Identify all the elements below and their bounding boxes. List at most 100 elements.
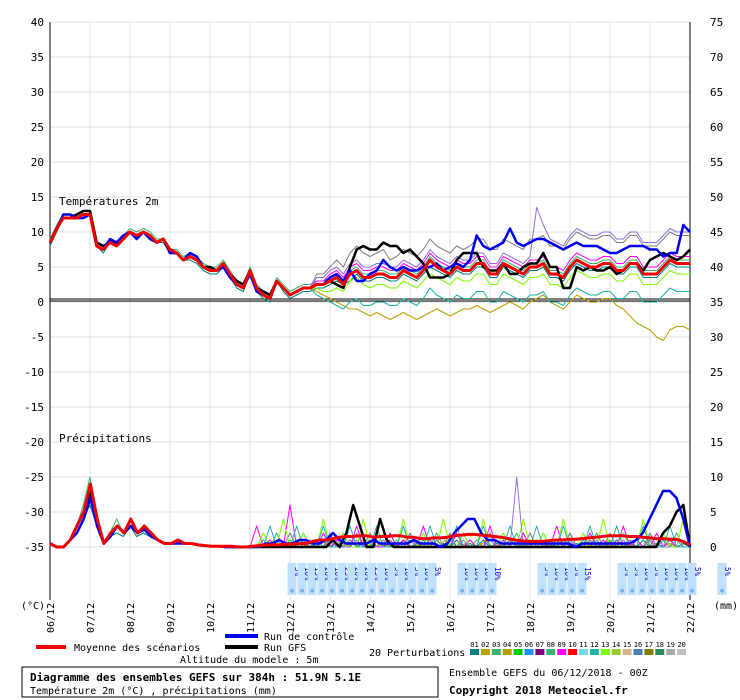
x-tick-label: 16/12 <box>446 603 457 633</box>
run-info: Ensemble GEFS du 06/12/2018 - 00Z <box>449 668 648 679</box>
pert-number: 19 <box>666 641 674 649</box>
right-tick-label: 65 <box>710 86 723 99</box>
pert-number: 14 <box>612 641 620 649</box>
title-box <box>21 666 439 698</box>
right-unit-label: (mm) <box>714 601 738 612</box>
mean-precipitation-line <box>49 482 691 549</box>
x-tick-label: 08/12 <box>126 603 137 633</box>
snow-marker <box>467 563 477 595</box>
snowflake-icon: ❄ <box>410 587 414 595</box>
pert-swatch <box>491 649 501 655</box>
grid-lines <box>49 21 691 600</box>
pert-number: 10 <box>568 641 576 649</box>
temp-section-label: Températures 2m <box>59 195 159 208</box>
x-tick-label: 14/12 <box>366 603 377 633</box>
pert-number: 08 <box>547 641 555 649</box>
x-tick-label: 09/12 <box>166 603 177 633</box>
left-tick-label: 0 <box>37 296 44 309</box>
snowflake-icon: ❄ <box>390 587 394 595</box>
snow-marker <box>317 563 327 595</box>
pert-swatch <box>568 649 578 655</box>
left-tick-label: -25 <box>24 471 44 484</box>
snowflake-icon: ❄ <box>310 587 314 595</box>
snow-marker <box>307 563 317 595</box>
right-tick-label: 40 <box>710 261 723 274</box>
snow-value: 10% <box>493 567 502 581</box>
pert-number: 20 <box>677 641 685 649</box>
snow-marker <box>397 563 407 595</box>
left-tick-label: 15 <box>31 191 44 204</box>
left-unit-label: (°C) <box>21 601 45 612</box>
snow-marker <box>687 563 697 595</box>
copyright: Copyright 2018 Meteociel.fr <box>449 684 628 697</box>
snow-marker <box>567 563 577 595</box>
left-tick-label: -35 <box>24 541 44 554</box>
pert-number: 16 <box>634 641 642 649</box>
snow-marker <box>297 563 307 595</box>
snow-marker <box>357 563 367 595</box>
pert-swatch <box>502 649 512 655</box>
x-tick-label: 17/12 <box>486 603 497 633</box>
snowflake-icon: ❄ <box>340 587 344 595</box>
snowflake-icon: ❄ <box>460 587 464 595</box>
chart-subtitle: Température 2m (°C) , précipitations (mm… <box>30 685 277 697</box>
left-tick-label: -10 <box>24 366 44 379</box>
x-tick-label: 12/12 <box>286 603 297 633</box>
snow-marker <box>407 563 417 595</box>
x-tick-label: 07/12 <box>86 603 97 633</box>
snowflake-icon: ❄ <box>300 587 304 595</box>
pert-swatch <box>644 649 654 655</box>
snowflake-icon: ❄ <box>320 587 324 595</box>
chart-title: Diagramme des ensembles GEFS sur 384h : … <box>30 671 361 684</box>
snowflake-icon: ❄ <box>370 587 374 595</box>
snow-value: 5% <box>433 567 442 577</box>
right-tick-label: 25 <box>710 366 723 379</box>
pert-number: 11 <box>579 641 587 649</box>
legend-perturbations-label: 20 Perturbations <box>369 648 465 659</box>
pert-number: 06 <box>525 641 533 649</box>
snow-marker <box>637 563 647 595</box>
right-tick-label: 70 <box>710 51 723 64</box>
x-axis-ticks: 06/12 07/12 08/12 09/12 10/12 11/12 12/12 13/12… <box>46 603 697 633</box>
x-tick-label: 10/12 <box>206 603 217 633</box>
snowflake-icon: ❄ <box>660 587 664 595</box>
snow-marker <box>417 563 427 595</box>
pert-swatch <box>513 649 523 655</box>
snowflake-icon: ❄ <box>560 587 564 595</box>
pert-number: 03 <box>492 641 500 649</box>
temperature-series <box>48 207 691 341</box>
left-tick-label: -5 <box>31 331 44 344</box>
snow-marker <box>677 563 687 595</box>
pert-number: 18 <box>656 641 664 649</box>
x-tick-label: 19/12 <box>566 603 577 633</box>
pert-number: 02 <box>481 641 489 649</box>
pert-number: 13 <box>601 641 609 649</box>
snow-marker <box>477 563 487 595</box>
x-tick-label: 06/12 <box>46 603 57 633</box>
right-tick-label: 10 <box>710 471 723 484</box>
right-tick-label: 45 <box>710 226 723 239</box>
altitude-label: Altitude du modele : 5m <box>180 655 318 666</box>
left-tick-label: 40 <box>31 16 44 29</box>
right-tick-label: 35 <box>710 296 723 309</box>
snowflake-icon: ❄ <box>470 587 474 595</box>
legend-control-label: Run de contrôle <box>264 631 354 643</box>
snow-marker <box>627 563 637 595</box>
snow-marker <box>287 563 297 595</box>
left-tick-label: 35 <box>31 51 44 64</box>
left-tick-label: -20 <box>24 436 44 449</box>
perturbation-swatches: 01 02 03 04 05 06 07 08 09 10 11 12 13 14 15 16 17 18 19 20 <box>470 641 687 655</box>
snowflake-icon: ❄ <box>620 587 624 595</box>
snowflake-icon: ❄ <box>680 587 684 595</box>
snow-marker <box>557 563 567 595</box>
snow-marker <box>667 563 677 595</box>
snow-marker <box>647 563 657 595</box>
snowflake-icon: ❄ <box>570 587 574 595</box>
x-tick-label: 22/12 <box>686 603 697 633</box>
snow-marker <box>377 563 387 595</box>
snow-marker <box>347 563 357 595</box>
snowflake-icon: ❄ <box>670 587 674 595</box>
right-tick-label: 15 <box>710 436 723 449</box>
snow-marker <box>577 563 587 595</box>
pert-swatch <box>589 649 599 655</box>
